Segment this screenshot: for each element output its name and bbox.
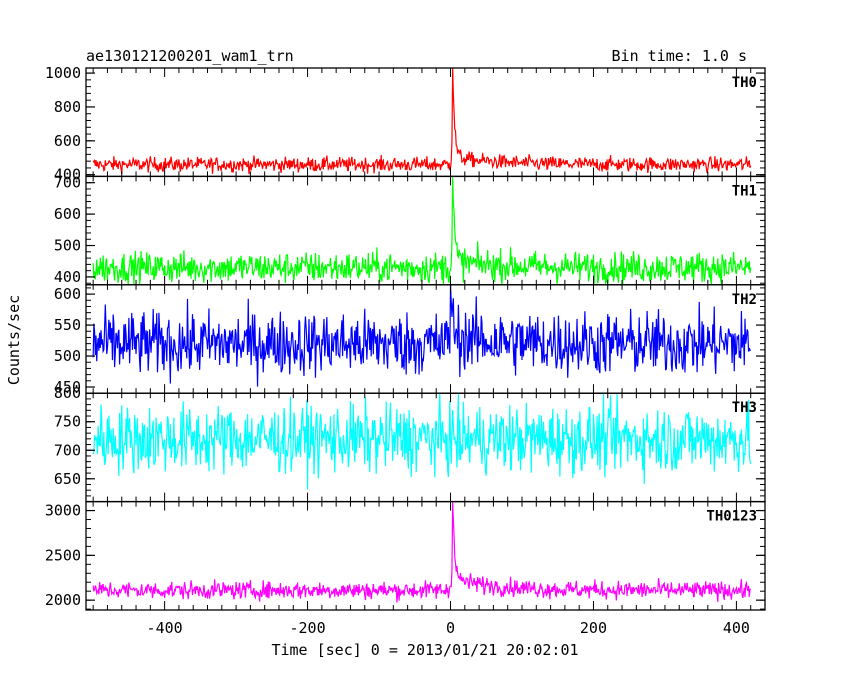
x-tick-label: 0 — [446, 619, 455, 637]
panel-label: TH3 — [732, 400, 757, 416]
panel-th2: 450 500 550 600 TH2 — [54, 284, 766, 396]
y-tick-label: 1000 — [45, 64, 81, 82]
panel-th1: 400 500 600 700 TH1 — [54, 174, 766, 286]
y-tick-label: 500 — [54, 347, 81, 365]
series-line-th2 — [92, 284, 752, 387]
panel-frame — [85, 392, 766, 503]
series-line-th3 — [92, 393, 752, 490]
y-tick-label: 600 — [54, 285, 81, 303]
x-tick-label: -200 — [290, 619, 326, 637]
y-tick-label: 500 — [54, 237, 81, 255]
y-tick-label: 750 — [54, 413, 81, 431]
y-tick-label: 3000 — [45, 502, 81, 520]
chart-title-right: Bin time: 1.0 s — [612, 47, 747, 65]
y-tick-label: 400 — [54, 166, 81, 184]
panel-th0123: 2000 2500 3000 TH0123 — [45, 500, 766, 611]
y-tick-label: 700 — [54, 441, 81, 459]
panel-label: TH2 — [732, 292, 757, 308]
x-axis-title: Time [sec] 0 = 2013/01/21 20:02:01 — [271, 641, 578, 659]
panel-th3: 650 700 750 800 TH3 — [54, 384, 766, 503]
y-tick-label: 450 — [54, 378, 81, 396]
y-tick-label: 650 — [54, 470, 81, 488]
y-tick-label: 800 — [54, 98, 81, 116]
series-line-th1 — [92, 176, 752, 286]
y-tick-label: 600 — [54, 205, 81, 223]
series-line-th0 — [92, 67, 752, 175]
y-tick-label: 400 — [54, 268, 81, 286]
chart-title-left: ae130121200201_wam1_trn — [86, 47, 294, 65]
panel-th0: 400 600 800 1000 TH0 — [45, 64, 766, 184]
y-tick-label: 550 — [54, 316, 81, 334]
x-tick-label: 200 — [580, 619, 607, 637]
y-tick-label: 600 — [54, 132, 81, 150]
x-axis: -400 -200 0 200 400 — [147, 619, 750, 637]
panel-label: TH1 — [732, 183, 757, 199]
y-axis-title: Counts/sec — [5, 295, 23, 385]
y-tick-label: 700 — [54, 174, 81, 192]
series-line-th0123 — [92, 501, 752, 603]
y-tick-label: 2500 — [45, 546, 81, 564]
panel-label: TH0123 — [706, 509, 757, 525]
x-tick-label: 400 — [723, 619, 750, 637]
y-tick-label: 800 — [54, 384, 81, 402]
y-tick-label: 2000 — [45, 591, 81, 609]
panel-label: TH0 — [732, 75, 757, 91]
x-tick-label: -400 — [147, 619, 183, 637]
